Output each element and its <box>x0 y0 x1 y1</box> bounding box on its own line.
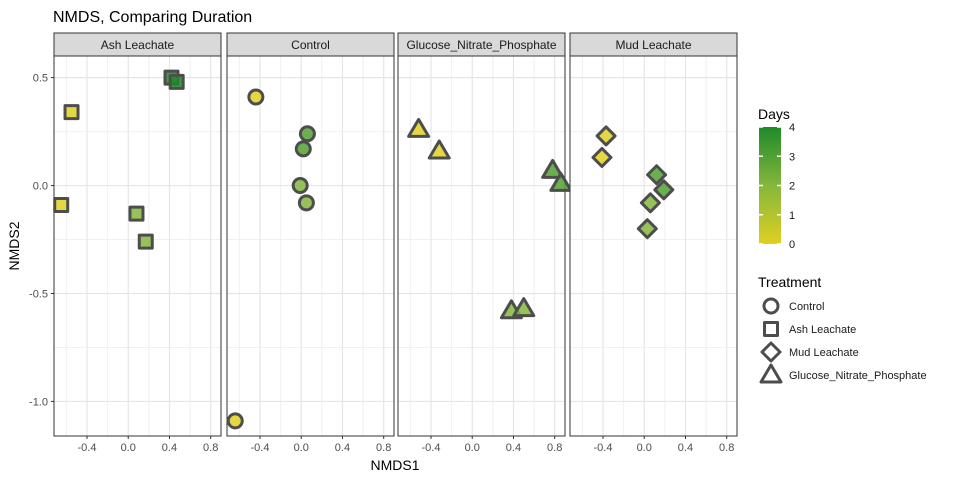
data-point-diamond <box>636 218 658 240</box>
facet-panel-circle: Control -0.4 0.0 0.4 0.8 <box>226 32 395 454</box>
data-point-circle <box>298 125 316 143</box>
facet-panel-triangle: Glucose_Nitrate_Phosphate -0.4 0.0 0.4 0.8 <box>397 32 573 454</box>
x-tick-label: 0.0 <box>637 442 652 454</box>
panel-border <box>226 55 395 437</box>
days-legend-title: Days <box>758 106 790 122</box>
legend-key-square <box>763 321 779 337</box>
facet-strip-label: Ash Leachate <box>101 38 175 52</box>
x-tick-label: 0.4 <box>506 442 521 454</box>
y-axis-label: NMDS2 <box>6 221 22 270</box>
data-point-triangle <box>407 117 431 138</box>
panel-background <box>54 56 221 436</box>
data-point-triangle <box>549 171 573 192</box>
x-axis-label: NMDS1 <box>370 457 419 473</box>
colorbar-tick-label: 0 <box>789 239 795 251</box>
x-tick-label: -0.4 <box>251 442 270 454</box>
facet-panel-diamond: Mud Leachate -0.4 0.0 0.4 0.8 <box>569 32 738 454</box>
x-tick-label: 0.4 <box>678 442 693 454</box>
x-tick-label: 0.0 <box>465 442 480 454</box>
data-point-circle <box>297 194 315 212</box>
colorbar-tick-label: 2 <box>789 181 795 193</box>
legend-item-label: Mud Leachate <box>789 347 859 359</box>
y-tick-label: -0.5 <box>29 289 48 301</box>
x-tick-label: -0.4 <box>78 442 97 454</box>
x-tick-label: 0.0 <box>294 442 309 454</box>
facet-strip-label: Glucose_Nitrate_Phosphate <box>406 38 556 52</box>
data-point-diamond <box>639 192 661 214</box>
data-point-triangle <box>427 139 451 160</box>
data-point-square <box>63 104 80 121</box>
y-tick-label: -1.0 <box>29 396 48 408</box>
colorbar-tick-label: 4 <box>789 122 795 134</box>
data-point-square <box>137 233 154 250</box>
data-point-diamond <box>653 179 675 201</box>
y-tick-label: 0.5 <box>33 73 48 85</box>
data-point-triangle <box>512 297 536 318</box>
data-point-square <box>53 196 70 213</box>
data-point-diamond <box>591 146 613 168</box>
x-tick-label: 0.8 <box>203 442 218 454</box>
treatment-legend-title: Treatment <box>758 274 821 290</box>
x-tick-label: 0.8 <box>547 442 562 454</box>
panel-background <box>570 56 737 436</box>
facet-strip-label: Control <box>291 38 330 52</box>
colorbar-tick-label: 3 <box>789 151 795 163</box>
x-tick-label: -0.4 <box>422 442 441 454</box>
data-point-circle <box>291 177 309 195</box>
data-point-circle <box>294 140 312 158</box>
days-colorbar <box>759 127 781 244</box>
data-point-circle <box>247 88 265 106</box>
data-point-triangle <box>541 158 565 179</box>
x-tick-label: 0.8 <box>719 442 734 454</box>
x-tick-label: 0.8 <box>376 442 391 454</box>
x-tick-label: -0.4 <box>594 442 613 454</box>
legend-item-label: Glucose_Nitrate_Phosphate <box>789 370 927 382</box>
x-tick-label: 0.4 <box>162 442 177 454</box>
data-point-diamond <box>646 164 668 186</box>
panel-background <box>398 56 565 436</box>
panel-background <box>227 56 394 436</box>
data-point-circle <box>226 412 244 430</box>
legend: Days 4 3 2 1 0 Treatment Control Ash Leachate… <box>758 106 927 384</box>
facet-panels: Ash Leachate -0.4 0.0 0.4 0.8 0.5 0.0 -0.5 -1.0 C… <box>29 32 738 454</box>
data-point-diamond <box>595 125 617 147</box>
legend-item-label: Control <box>789 301 824 313</box>
chart-title: NMDS, Comparing Duration <box>53 9 252 26</box>
legend-key-diamond <box>760 341 782 363</box>
legend-key-triangle <box>759 363 783 384</box>
x-tick-label: 0.4 <box>335 442 350 454</box>
facet-panel-square: Ash Leachate -0.4 0.0 0.4 0.8 0.5 0.0 -0.5 -1.0 <box>29 32 222 454</box>
legend-item-label: Ash Leachate <box>789 324 856 336</box>
colorbar-tick-label: 1 <box>789 210 795 222</box>
facet-strip-label: Mud Leachate <box>615 38 691 52</box>
data-point-square <box>128 205 145 222</box>
data-point-square <box>168 73 185 90</box>
x-tick-label: 0.0 <box>121 442 136 454</box>
panel-border <box>397 55 566 437</box>
legend-key-circle <box>762 297 780 315</box>
panel-border <box>53 55 222 437</box>
panel-border <box>569 55 738 437</box>
y-tick-label: 0.0 <box>33 181 48 193</box>
